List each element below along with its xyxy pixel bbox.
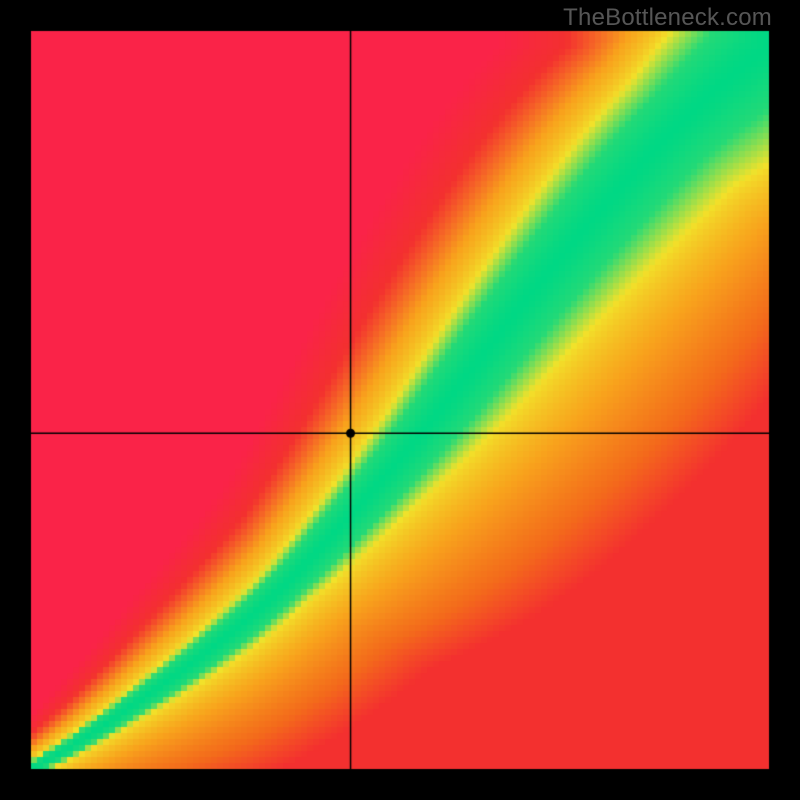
watermark-text: TheBottleneck.com: [563, 4, 772, 32]
bottleneck-heatmap: [0, 0, 800, 800]
